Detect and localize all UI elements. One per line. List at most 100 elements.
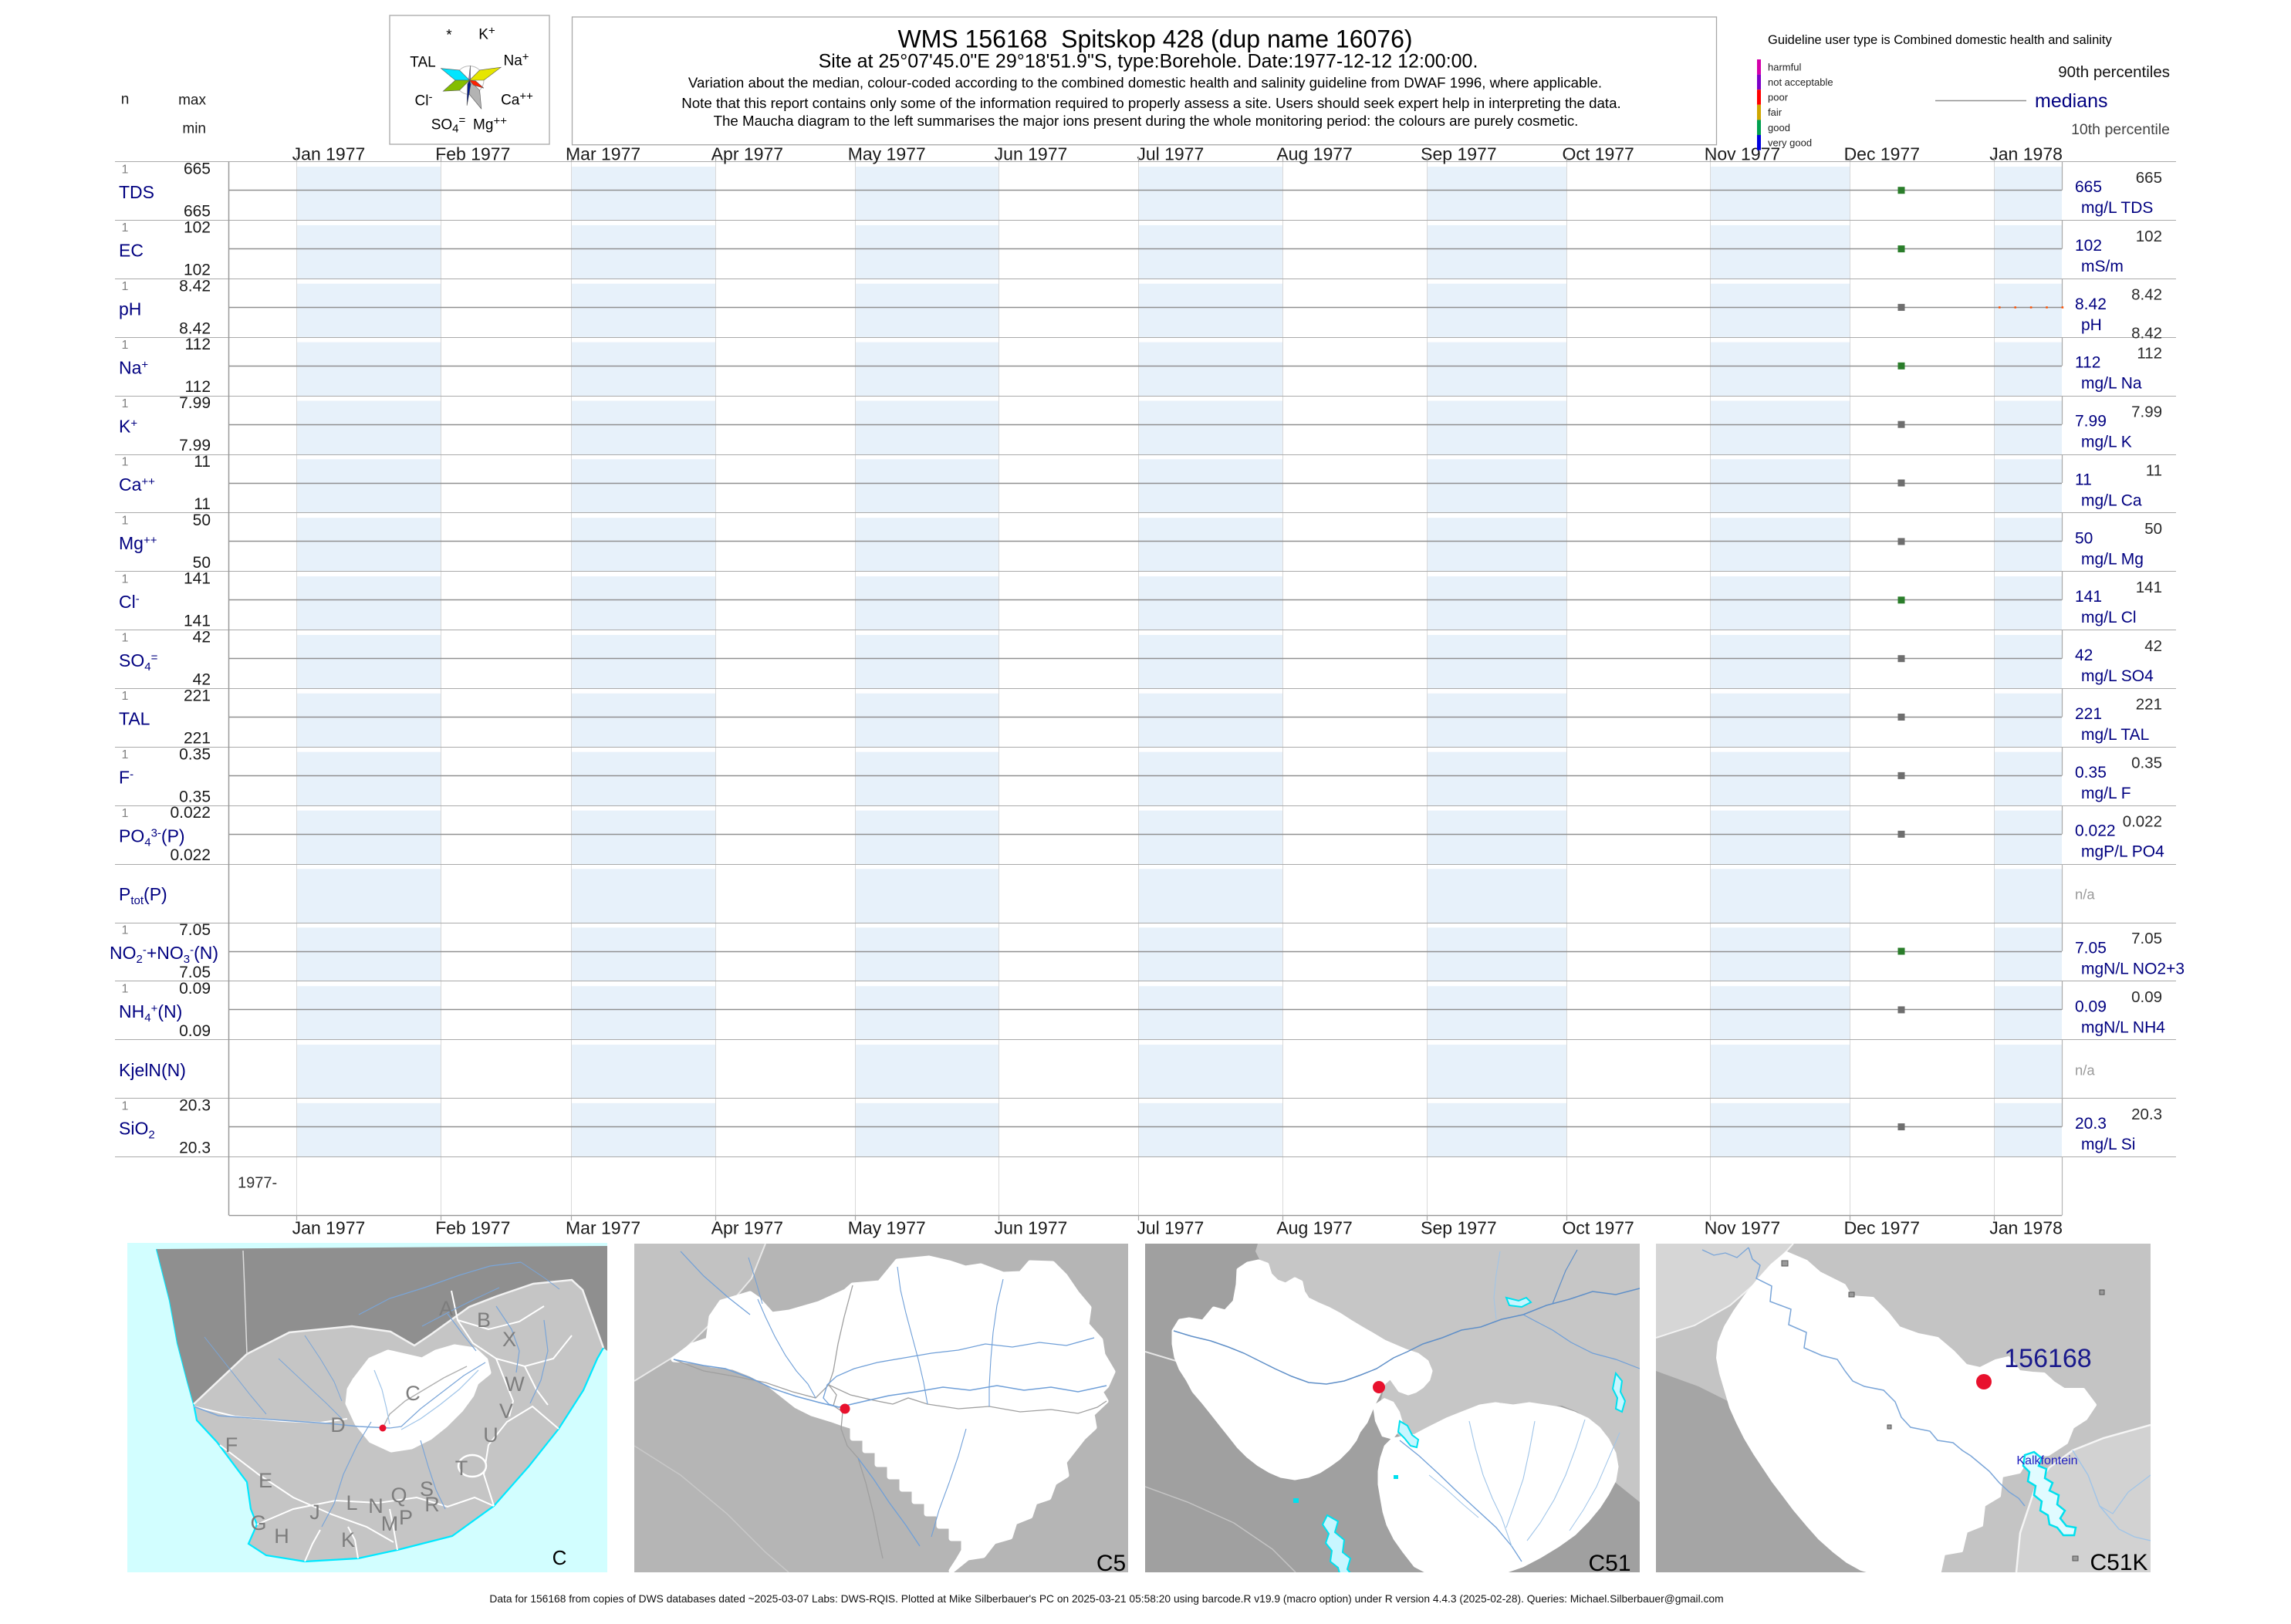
svg-text:1: 1 — [122, 339, 129, 352]
svg-text:1: 1 — [122, 456, 129, 469]
svg-text:20.3: 20.3 — [2131, 1106, 2162, 1123]
svg-text:156168: 156168 — [2004, 1344, 2091, 1373]
svg-text:7.05: 7.05 — [2075, 939, 2107, 957]
svg-text:Jan 1977: Jan 1977 — [292, 1218, 366, 1238]
svg-text:102: 102 — [184, 262, 211, 279]
svg-text:The Maucha diagram to the left: The Maucha diagram to the left summarise… — [714, 113, 1579, 129]
svg-text:pH: pH — [2081, 316, 2102, 334]
svg-text:mS/m: mS/m — [2081, 258, 2124, 275]
svg-text:max: max — [178, 93, 206, 109]
svg-text:S: S — [420, 1477, 434, 1501]
svg-text:C51: C51 — [1588, 1551, 1630, 1576]
svg-text:Note that this report contains: Note that this report contains only some… — [681, 95, 1620, 111]
svg-text:medians: medians — [2035, 90, 2108, 112]
svg-text:TDS: TDS — [119, 182, 154, 202]
svg-text:0.022: 0.022 — [2123, 813, 2162, 831]
svg-text:Sep 1977: Sep 1977 — [1421, 1218, 1496, 1238]
svg-text:221: 221 — [2136, 696, 2162, 714]
svg-text:1: 1 — [122, 690, 129, 703]
svg-text:min: min — [182, 121, 206, 137]
svg-text:C51K: C51K — [2090, 1550, 2147, 1575]
svg-text:pH: pH — [119, 299, 141, 319]
svg-text:EC: EC — [119, 241, 144, 261]
svg-text:very good: very good — [1768, 137, 1812, 148]
svg-text:Kalkfontein: Kalkfontein — [2016, 1454, 2077, 1467]
svg-text:N: N — [368, 1494, 384, 1518]
svg-text:0.022: 0.022 — [170, 804, 211, 822]
svg-text:50: 50 — [2075, 529, 2093, 547]
svg-text:112: 112 — [2137, 345, 2162, 363]
svg-text:8.42: 8.42 — [2075, 295, 2107, 313]
svg-text:mg/L K: mg/L K — [2081, 434, 2132, 451]
svg-text:Dec 1977: Dec 1977 — [1844, 143, 1920, 164]
svg-text:1: 1 — [122, 924, 129, 937]
svg-text:Jun 1977: Jun 1977 — [995, 143, 1068, 164]
svg-text:Oct 1977: Oct 1977 — [1563, 1218, 1634, 1238]
svg-text:20.3: 20.3 — [179, 1097, 211, 1115]
svg-text:7.99: 7.99 — [179, 437, 211, 454]
svg-text:141: 141 — [2136, 579, 2162, 596]
svg-text:8.42: 8.42 — [2131, 286, 2162, 304]
svg-text:8.42: 8.42 — [2131, 325, 2162, 343]
svg-text:1: 1 — [122, 631, 129, 644]
svg-text:50: 50 — [193, 554, 211, 572]
svg-text:50: 50 — [193, 512, 211, 529]
svg-text:G: G — [250, 1511, 266, 1535]
svg-text:P: P — [399, 1506, 413, 1529]
svg-text:1: 1 — [122, 280, 129, 293]
svg-text:Mg++: Mg++ — [473, 115, 507, 133]
svg-text:Jul 1977: Jul 1977 — [1137, 143, 1204, 164]
svg-text:L: L — [346, 1491, 357, 1514]
svg-text:1: 1 — [122, 221, 129, 235]
svg-text:0.09: 0.09 — [179, 980, 211, 998]
svg-text:0.35: 0.35 — [179, 745, 211, 763]
svg-text:F: F — [225, 1433, 238, 1457]
svg-text:SO4=: SO4= — [431, 114, 466, 136]
svg-text:E: E — [258, 1469, 272, 1492]
svg-text:Ca++: Ca++ — [119, 474, 155, 495]
svg-text:not acceptable: not acceptable — [1768, 76, 1833, 88]
svg-text:0.022: 0.022 — [170, 846, 211, 864]
svg-text:TAL: TAL — [410, 55, 435, 71]
svg-text:Jun 1977: Jun 1977 — [995, 1218, 1068, 1238]
svg-text:42: 42 — [2075, 647, 2093, 664]
svg-text:U: U — [483, 1423, 498, 1447]
svg-text:Jan 1978: Jan 1978 — [1989, 1218, 2063, 1238]
svg-text:20.3: 20.3 — [2075, 1115, 2107, 1133]
svg-text:7.05: 7.05 — [2131, 930, 2162, 947]
svg-text:Aug 1977: Aug 1977 — [1276, 1218, 1352, 1238]
svg-text:Site at 25°07'45.0"E 29°18'51.: Site at 25°07'45.0"E 29°18'51.9"S, type:… — [819, 50, 1478, 72]
svg-text:665: 665 — [184, 160, 211, 178]
svg-text:n/a: n/a — [2075, 1062, 2095, 1078]
svg-text:mgN/L NO2+3: mgN/L NO2+3 — [2081, 960, 2185, 977]
svg-text:M: M — [381, 1512, 399, 1535]
svg-text:Jan 1978: Jan 1978 — [1989, 143, 2063, 164]
svg-text:141: 141 — [2075, 588, 2102, 606]
svg-text:K+: K+ — [119, 416, 137, 436]
svg-text:TAL: TAL — [119, 709, 150, 729]
svg-text:102: 102 — [2075, 237, 2102, 255]
svg-text:20.3: 20.3 — [179, 1140, 211, 1157]
svg-text:mg/L SO4: mg/L SO4 — [2081, 667, 2154, 685]
svg-text:Ptot(P): Ptot(P) — [119, 884, 167, 907]
svg-text:141: 141 — [184, 570, 211, 588]
svg-text:fair: fair — [1768, 106, 1782, 118]
svg-text:R: R — [424, 1493, 440, 1516]
svg-text:Mar 1977: Mar 1977 — [566, 1218, 640, 1238]
svg-text:7.99: 7.99 — [2131, 403, 2162, 420]
svg-text:poor: poor — [1768, 92, 1789, 103]
svg-text:112: 112 — [185, 378, 211, 396]
svg-text:n: n — [121, 92, 130, 108]
svg-text:11: 11 — [2075, 471, 2092, 488]
svg-text:C: C — [405, 1382, 421, 1405]
svg-text:1: 1 — [122, 1099, 129, 1112]
svg-text:Oct 1977: Oct 1977 — [1563, 143, 1634, 164]
svg-text:May 1977: May 1977 — [848, 1218, 926, 1238]
svg-text:11: 11 — [194, 495, 211, 513]
svg-text:W: W — [505, 1372, 525, 1396]
svg-text:Guideline user type is Combine: Guideline user type is Combined domestic… — [1768, 33, 2112, 47]
svg-text:1: 1 — [122, 748, 129, 761]
svg-text:C5: C5 — [1097, 1551, 1126, 1576]
svg-text:665: 665 — [2136, 169, 2162, 187]
svg-text:Data for 156168 from copies of: Data for 156168 from copies of DWS datab… — [489, 1593, 1723, 1605]
